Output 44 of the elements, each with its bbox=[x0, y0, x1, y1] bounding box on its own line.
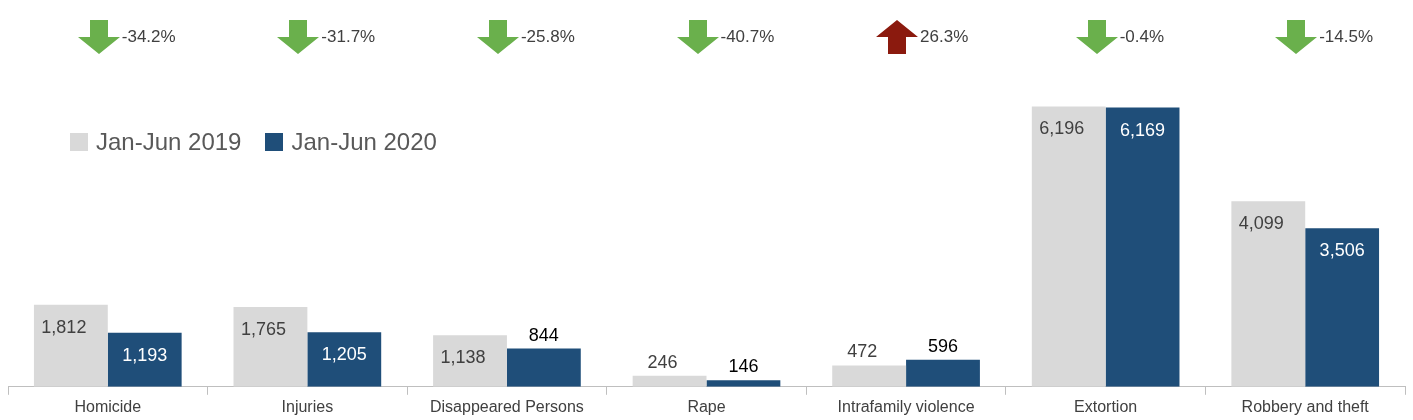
bar bbox=[1105, 107, 1180, 387]
data-label: 4,099 bbox=[1238, 213, 1284, 234]
bar bbox=[506, 348, 581, 387]
x-tick-label: Rape bbox=[687, 397, 726, 415]
bar bbox=[706, 380, 781, 387]
data-label: 1,205 bbox=[321, 344, 367, 365]
data-label: 146 bbox=[728, 356, 759, 377]
text: -0.4% bbox=[1119, 27, 1165, 47]
text: -25.8% bbox=[520, 27, 575, 47]
data-label: 6,196 bbox=[1039, 118, 1085, 139]
data-label: 3,506 bbox=[1319, 240, 1365, 261]
x-tick-label: Homicide bbox=[74, 397, 142, 415]
bar bbox=[33, 304, 108, 387]
data-label: 1,138 bbox=[440, 347, 486, 368]
data-label: 1,812 bbox=[41, 316, 87, 337]
x-tick-label: Extortion bbox=[1074, 397, 1138, 415]
bar bbox=[906, 359, 980, 387]
bar bbox=[1031, 106, 1106, 387]
bar bbox=[107, 332, 182, 387]
text: -40.7% bbox=[720, 27, 775, 47]
bar bbox=[307, 332, 382, 387]
x-tick-label: Robbery and theft bbox=[1241, 397, 1370, 415]
x-tick-label: Injuries bbox=[281, 397, 334, 415]
data-label: 472 bbox=[847, 341, 878, 362]
bar bbox=[832, 365, 907, 387]
data-label: 6,169 bbox=[1120, 119, 1166, 140]
data-label: 596 bbox=[927, 335, 959, 356]
text: -34.2% bbox=[121, 27, 176, 47]
bar bbox=[632, 375, 707, 387]
data-label: 1,193 bbox=[122, 344, 168, 365]
legend-label: Jan-Jun 2019 bbox=[95, 128, 242, 156]
data-label: 1,765 bbox=[240, 318, 286, 339]
x-tick-label: Intrafamily violence bbox=[837, 397, 975, 415]
legend-label: Jan-Jun 2020 bbox=[290, 128, 437, 156]
text: 26.3% bbox=[920, 27, 969, 47]
text: -31.7% bbox=[321, 27, 376, 47]
data-label: 844 bbox=[528, 324, 559, 345]
bar bbox=[433, 335, 507, 387]
text: -14.5% bbox=[1319, 27, 1374, 47]
x-tick-label: Disappeared Persons bbox=[429, 397, 584, 415]
bar bbox=[1305, 228, 1380, 387]
data-label: 246 bbox=[647, 351, 678, 372]
bar bbox=[233, 306, 308, 387]
bar bbox=[1231, 201, 1306, 387]
